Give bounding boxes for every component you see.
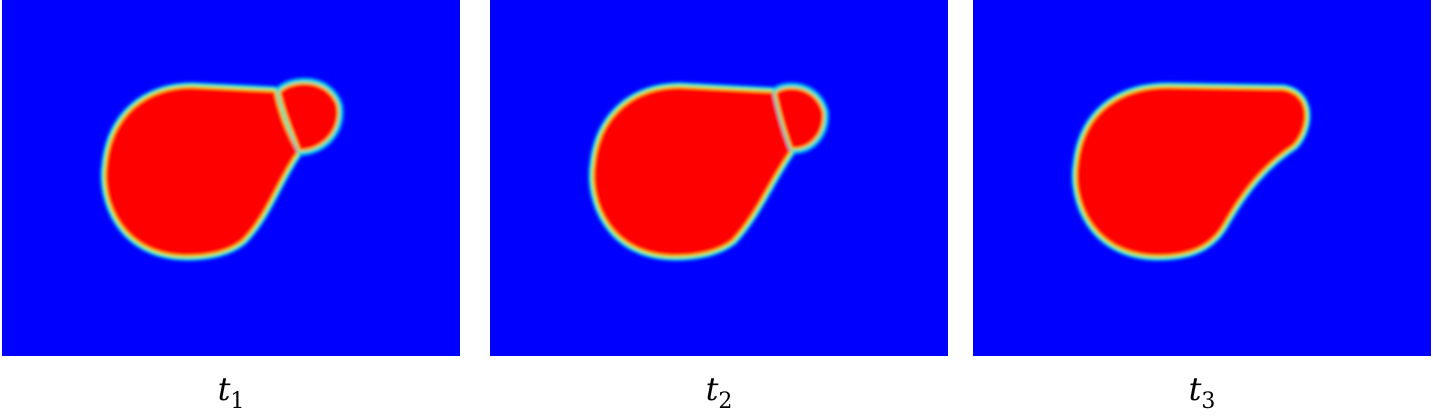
- droplet: [594, 88, 792, 255]
- panel-label: t1: [218, 370, 245, 414]
- droplet: [1077, 88, 1305, 255]
- label-base: t: [218, 370, 231, 408]
- interface-inner: [1076, 87, 1306, 256]
- phase-region: [588, 82, 830, 261]
- panel: [2, 0, 460, 356]
- label-base: t: [1189, 370, 1202, 408]
- panel: [490, 0, 948, 356]
- label-subscript: 2: [718, 389, 732, 414]
- phase-region: [1071, 82, 1311, 261]
- panel-label: t2: [706, 370, 733, 414]
- phase-region: [100, 77, 344, 261]
- label-subscript: 3: [1201, 389, 1215, 414]
- droplet: [280, 83, 338, 150]
- panel-label: t3: [1189, 370, 1216, 414]
- interface-inner: [105, 87, 298, 256]
- droplet: [106, 88, 297, 255]
- label-subscript: 1: [230, 389, 244, 414]
- panel: [973, 0, 1431, 356]
- label-base: t: [706, 370, 719, 408]
- droplet: [776, 88, 824, 149]
